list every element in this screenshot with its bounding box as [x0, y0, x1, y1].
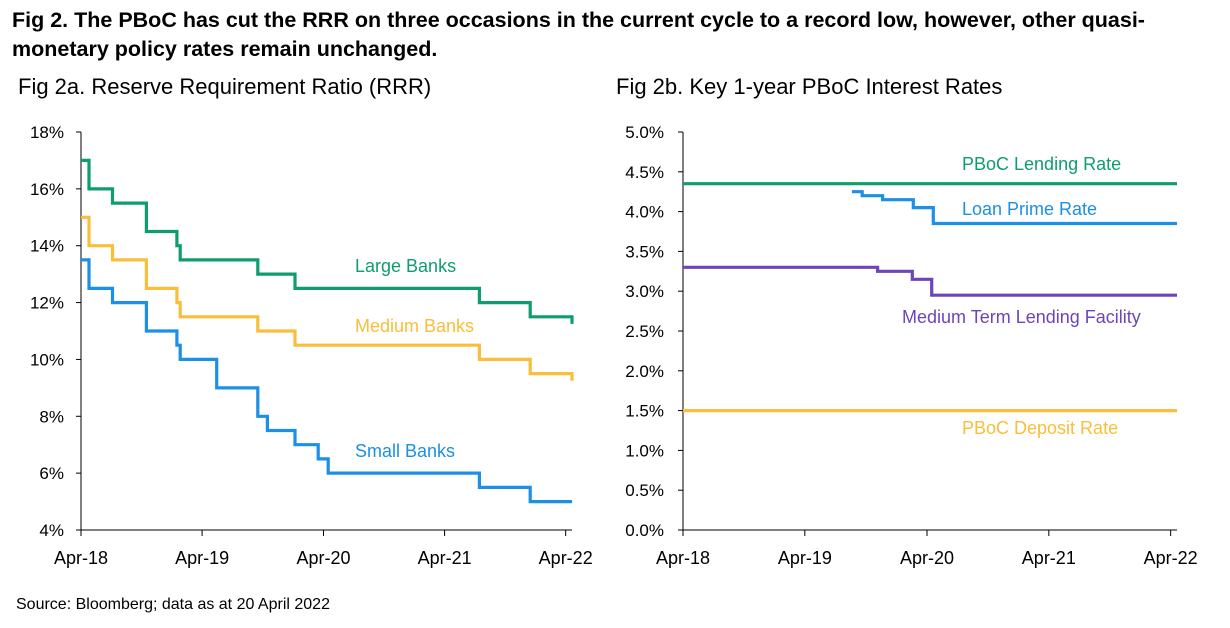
x-tick-label: Apr-18 [54, 548, 108, 568]
series-label-pboc-lending-rate: PBoC Lending Rate [962, 154, 1121, 174]
series-line-large-banks [81, 158, 574, 324]
rrr-chart: 4% 6% 8% 10% 12% 14% 16% 18% Apr-18 Apr-19 Apr-20 A… [30, 123, 593, 568]
series-label-small-banks: Small Banks [355, 441, 455, 461]
x-tick-label: Apr-22 [539, 548, 593, 568]
y-tick-label: 0.5% [625, 481, 664, 500]
series-label-medium-term-lending-facility: Medium Term Lending Facility [902, 307, 1141, 327]
x-tick-label: Apr-21 [1022, 548, 1076, 568]
y-tick-label: 2.5% [625, 322, 664, 341]
y-tick-label: 16% [30, 180, 64, 199]
series-label-medium-banks: Medium Banks [355, 316, 474, 336]
x-tick-label: Apr-22 [1144, 548, 1198, 568]
x-tick-label: Apr-21 [418, 548, 472, 568]
chart-b-title: Fig 2b. Key 1-year PBoC Interest Rates [616, 74, 1003, 99]
y-tick-label: 18% [30, 123, 64, 142]
y-tick-label: 3.5% [625, 242, 664, 261]
y-tick-label: 4.5% [625, 163, 664, 182]
series-line-medium-term-lending-facility [683, 265, 1177, 297]
y-tick-label: 3.0% [625, 282, 664, 301]
y-tick-label: 2.0% [625, 362, 664, 381]
series-line-small-banks [81, 258, 572, 504]
y-tick-label: 10% [30, 350, 64, 369]
y-tick-label: 1.0% [625, 441, 664, 460]
x-tick-label: Apr-19 [175, 548, 229, 568]
series-line-loan-prime-rate [851, 190, 1177, 226]
y-tick-label: 1.5% [625, 402, 664, 421]
y-tick-label: 8% [39, 407, 64, 426]
y-tick-label: 14% [30, 237, 64, 256]
series-label-pboc-deposit-rate: PBoC Deposit Rate [962, 418, 1118, 438]
y-tick-label: 0.0% [625, 521, 664, 540]
x-tick-label: Apr-20 [296, 548, 350, 568]
source-note: Source: Bloomberg; data as at 20 April 2… [16, 596, 330, 613]
x-tick-label: Apr-19 [778, 548, 832, 568]
pboc-rates-chart: 0.0% 0.5% 1.0% 1.5% 2.0% 2.5% 3.0% 3.5% 4.0% 4.5%… [625, 123, 1198, 568]
series-label-loan-prime-rate: Loan Prime Rate [962, 199, 1097, 219]
y-tick-label: 5.0% [625, 123, 664, 142]
figure-title: Fig 2. The PBoC has cut the RRR on three… [12, 8, 1145, 61]
series-label-large-banks: Large Banks [355, 256, 456, 276]
y-tick-label: 6% [39, 464, 64, 483]
x-tick-label: Apr-20 [900, 548, 954, 568]
x-tick-label: Apr-18 [656, 548, 710, 568]
y-tick-label: 4.0% [625, 203, 664, 222]
y-tick-label: 4% [39, 521, 64, 540]
y-tick-label: 12% [30, 294, 64, 313]
chart-a-title: Fig 2a. Reserve Requirement Ratio (RRR) [18, 74, 432, 99]
series-line-medium-banks [81, 215, 574, 381]
